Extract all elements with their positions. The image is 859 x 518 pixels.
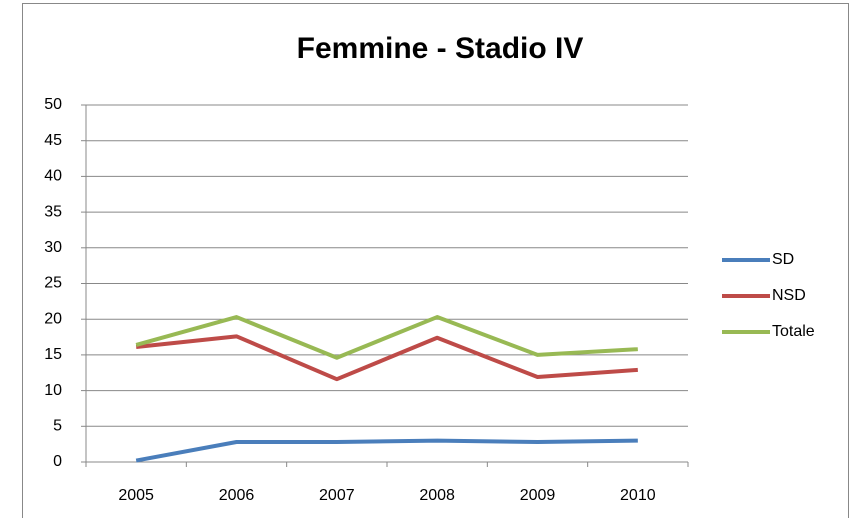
line-series (135, 438, 638, 463)
y-tick-label: 5 (53, 418, 62, 435)
y-tick-label: 35 (44, 203, 62, 220)
y-tick-label: 0 (53, 453, 62, 470)
y-tick-label: 25 (44, 275, 62, 292)
legend-label: Totale (772, 323, 815, 340)
chart-border (22, 3, 849, 518)
y-tick-label: 45 (44, 132, 62, 149)
y-tick-label: 40 (44, 168, 62, 185)
y-tick-label: 10 (44, 382, 62, 399)
chart-title: Femmine - Stadio IV (297, 32, 584, 65)
legend-label: SD (772, 251, 794, 268)
y-tick-label: 20 (44, 310, 62, 327)
y-tick-label: 50 (44, 96, 62, 113)
x-tick-label: 2008 (419, 487, 455, 504)
x-tick-label: 2007 (319, 487, 355, 504)
x-tick-label: 2006 (219, 487, 255, 504)
y-tick-label: 15 (44, 346, 62, 363)
x-tick-label: 2005 (118, 487, 154, 504)
line-series (135, 315, 638, 360)
line-series (135, 334, 638, 382)
y-tick-label: 30 (44, 239, 62, 256)
x-tick-label: 2010 (620, 487, 656, 504)
legend-label: NSD (772, 287, 806, 304)
x-tick-label: 2009 (520, 487, 556, 504)
